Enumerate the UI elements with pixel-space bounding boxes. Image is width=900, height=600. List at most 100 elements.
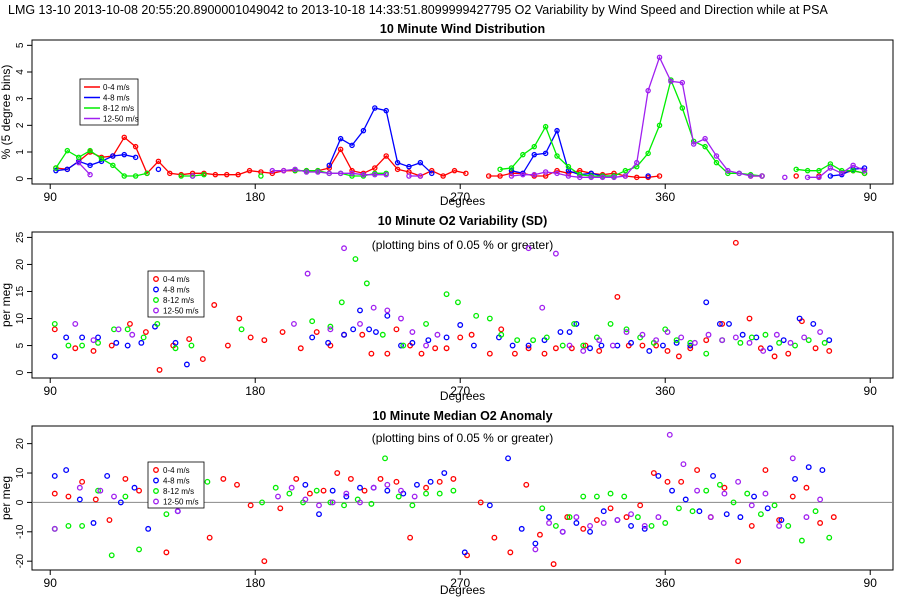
data-point [721, 484, 728, 491]
data-point [186, 336, 193, 343]
data-point [236, 315, 243, 322]
data-point [338, 299, 345, 306]
data-point [360, 127, 367, 134]
data-point [557, 329, 564, 335]
y-tick-label: 10 [15, 313, 26, 325]
data-point [368, 500, 375, 507]
data-point [850, 162, 856, 169]
data-point [716, 320, 723, 327]
data-point [713, 153, 720, 159]
y-tick-label: 10 [15, 467, 26, 479]
data-point [539, 304, 546, 311]
data-point [383, 107, 389, 114]
data-point [75, 154, 82, 161]
data-point [819, 467, 826, 474]
y-tick-label: 0 [15, 499, 26, 505]
y-tick-label: 25 [15, 231, 26, 243]
data-point [789, 493, 796, 500]
data-point [582, 342, 589, 349]
data-point [87, 147, 93, 154]
data-point [645, 87, 651, 94]
data-point [90, 337, 97, 344]
y-tick-label: 5 [15, 342, 26, 348]
data-point [679, 105, 686, 111]
data-point [566, 514, 573, 521]
data-point [393, 326, 400, 333]
data-point [95, 339, 102, 346]
data-point [554, 170, 560, 177]
data-point [92, 496, 99, 503]
series-12-50 m/s [75, 54, 868, 181]
data-point [614, 293, 621, 300]
data-point [436, 490, 443, 497]
data-point [776, 522, 783, 529]
x-axis-label: Degrees [440, 194, 485, 208]
data-point [505, 455, 512, 462]
legend-label: 12-50 m/s [103, 115, 139, 124]
data-point [113, 339, 120, 346]
chart-panel-3: 10 Minute Median O2 Anomaly 90 180 270 360 90… [0, 409, 894, 597]
data-point [536, 531, 543, 538]
data-point [325, 339, 332, 346]
data-point [546, 514, 553, 521]
x-axis-label: Degrees [440, 389, 485, 403]
data-point [530, 337, 537, 344]
data-point [666, 431, 673, 438]
data-point [347, 475, 354, 482]
data-point [767, 345, 773, 352]
data-point [817, 496, 824, 503]
data-point [352, 256, 359, 262]
data-point [762, 467, 769, 474]
data-point [138, 339, 145, 346]
data-point [703, 299, 710, 306]
series-line [181, 174, 205, 177]
data-point [771, 502, 778, 509]
data-point [751, 493, 758, 500]
chart-title: 10 Minute Median O2 Anomaly [372, 409, 552, 423]
data-point [532, 540, 539, 547]
legend-label: 8-12 m/s [103, 104, 134, 113]
data-point [326, 165, 332, 171]
data-point [520, 171, 526, 178]
data-point [648, 522, 655, 529]
legend-swatch [153, 307, 159, 314]
chart-title: 10 Minute Wind Distribution [380, 22, 545, 36]
legend-label: 8-12 m/s [163, 296, 194, 305]
data-point [525, 345, 532, 352]
data-point [65, 342, 72, 349]
data-point [816, 167, 822, 174]
data-point [812, 508, 819, 515]
data-point [662, 520, 669, 526]
data-point [735, 558, 742, 565]
data-point [703, 337, 710, 344]
data-point [79, 522, 86, 529]
data-point [598, 342, 605, 349]
data-point [155, 166, 162, 173]
data-point [687, 345, 694, 352]
data-point [383, 171, 389, 178]
data-point [637, 502, 644, 509]
data-point [861, 170, 868, 177]
data-point [79, 342, 86, 349]
data-point [95, 487, 102, 494]
data-point [316, 511, 322, 518]
data-point [259, 499, 266, 506]
data-point [51, 326, 58, 333]
data-point [246, 167, 253, 174]
data-point [468, 331, 475, 338]
data-point [247, 502, 254, 509]
data-point [395, 493, 402, 500]
data-point [508, 173, 515, 179]
data-point [778, 517, 785, 523]
series-line [511, 55, 762, 178]
data-point [826, 337, 833, 344]
data-point [303, 169, 310, 175]
data-point [694, 487, 701, 494]
legend-label: 4-8 m/s [163, 477, 190, 486]
x-tick-label: 90 [44, 384, 58, 398]
data-point [664, 348, 671, 354]
data-point [543, 334, 550, 341]
data-point [580, 342, 587, 349]
x-tick-label: 360 [655, 576, 675, 590]
data-point [436, 478, 443, 485]
